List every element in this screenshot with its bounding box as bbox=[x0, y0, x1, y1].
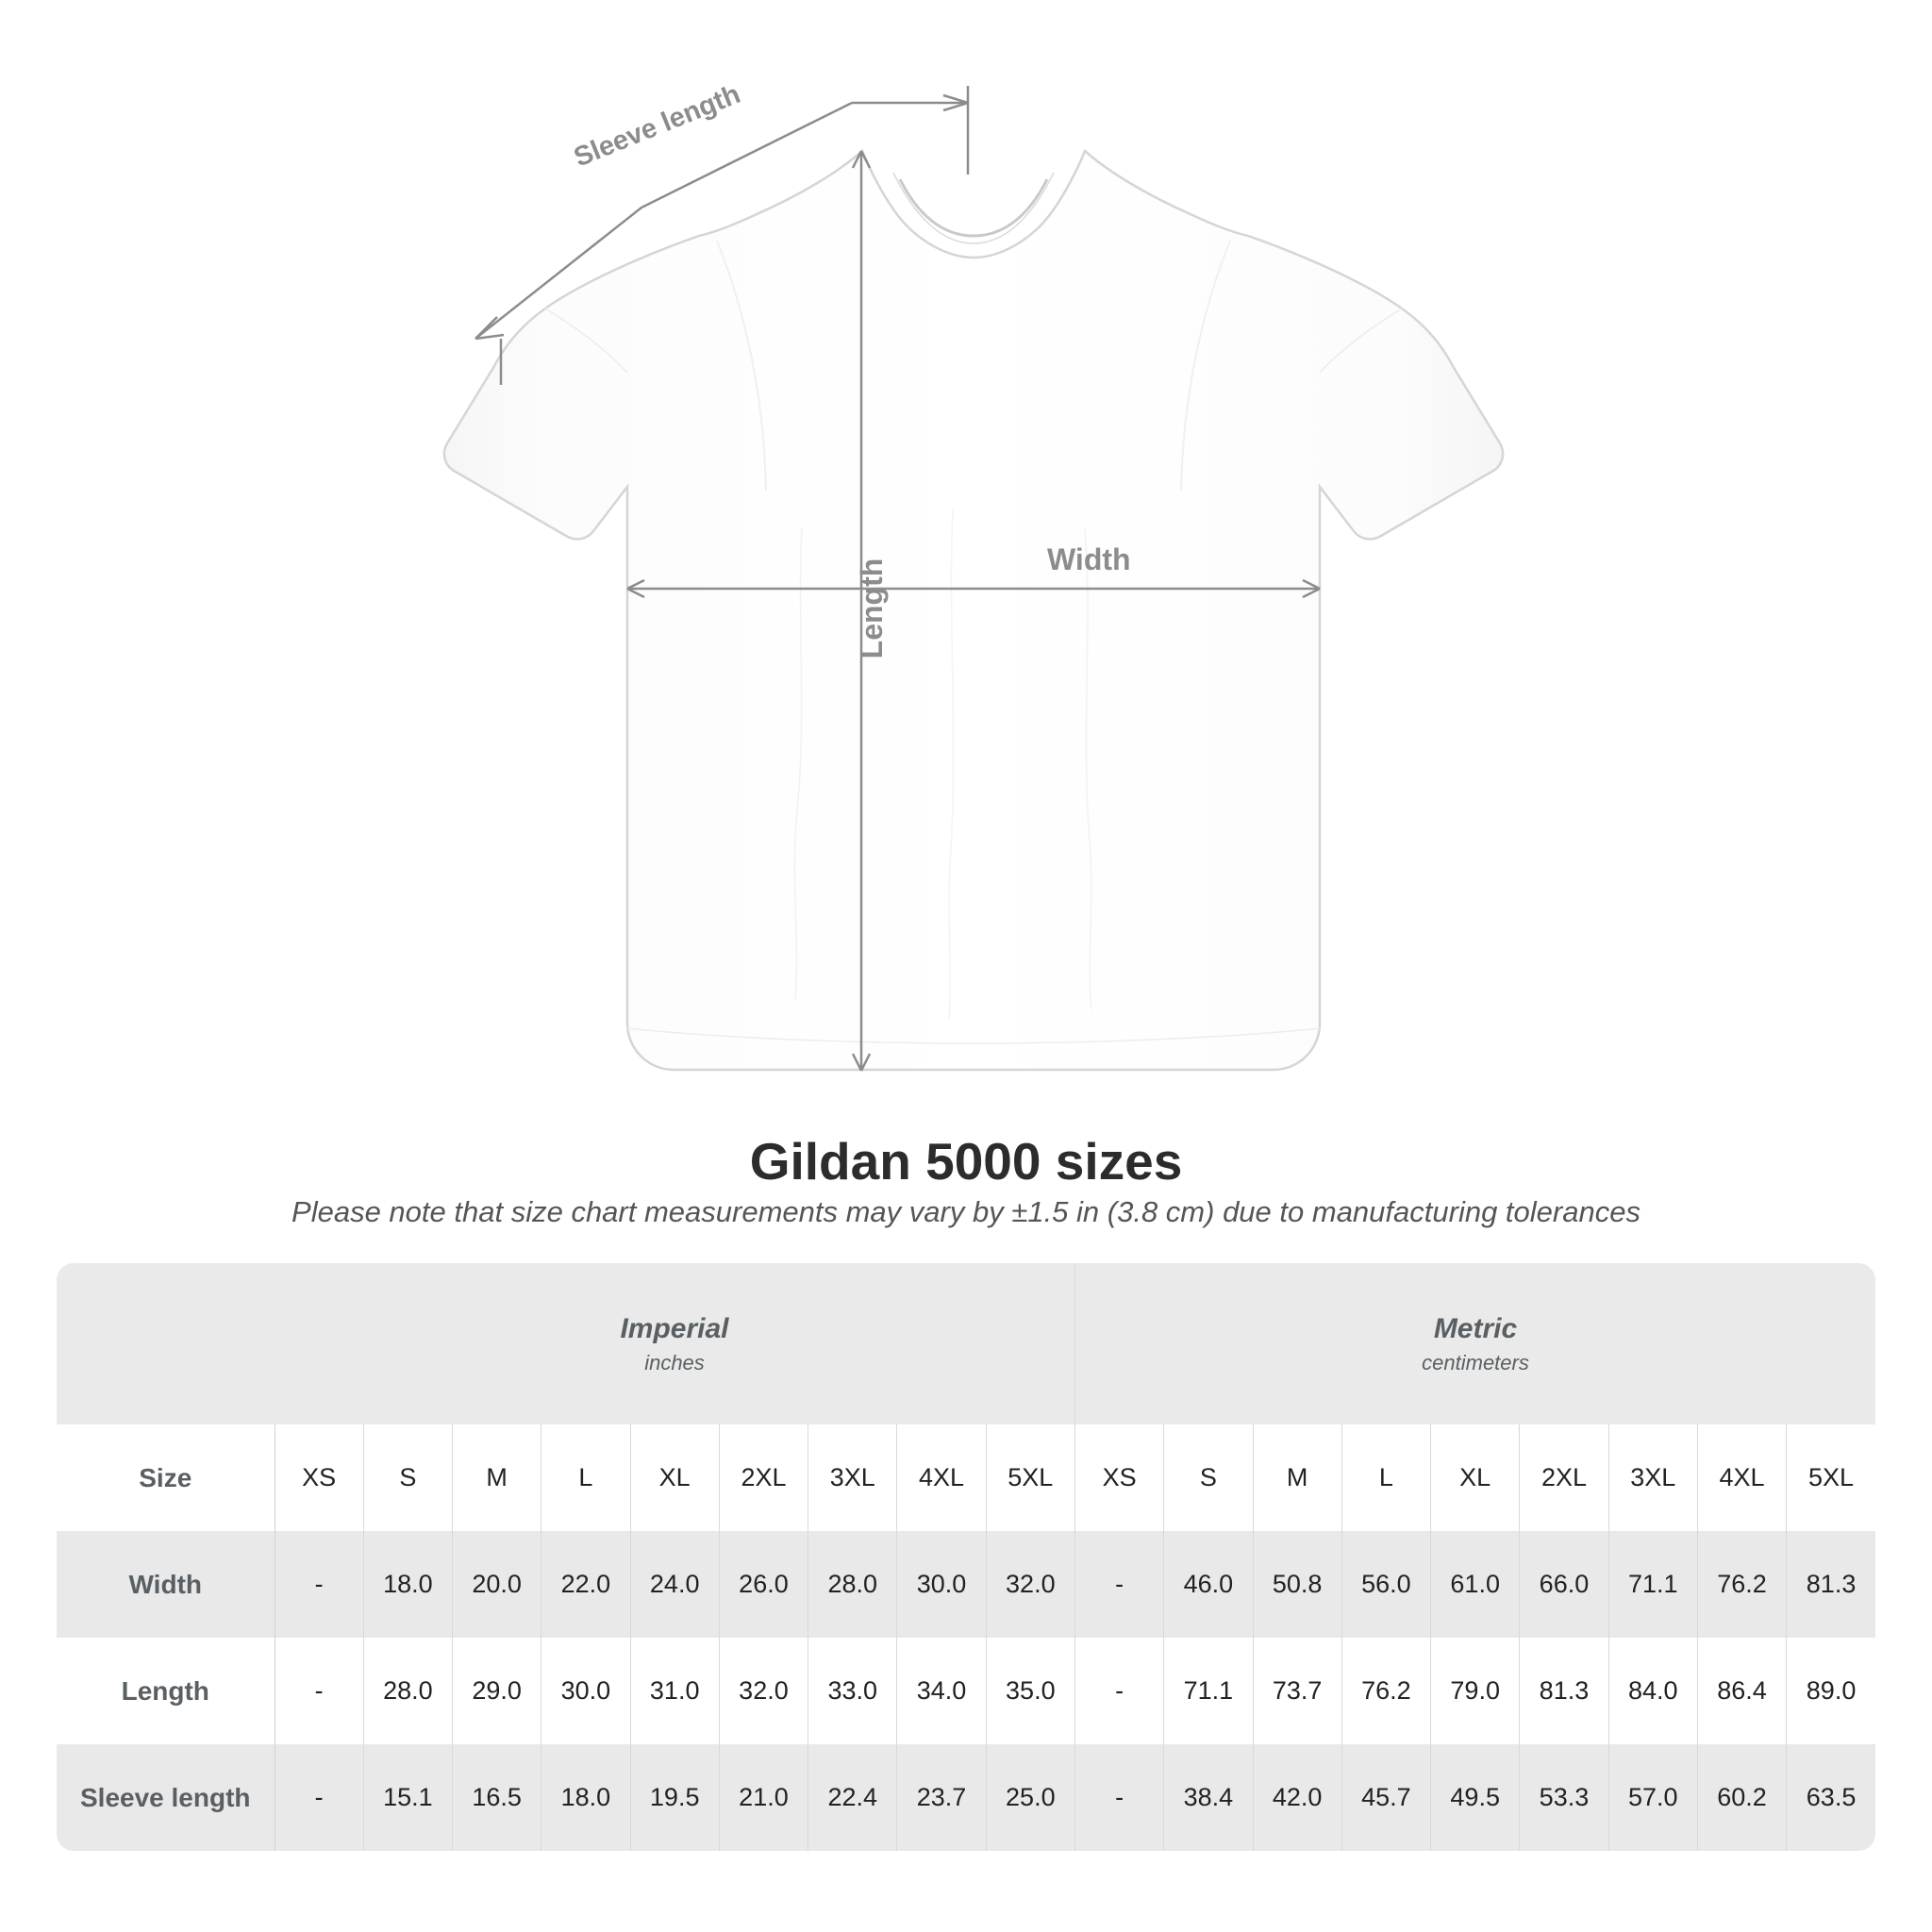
svg-text:Width: Width bbox=[1047, 542, 1131, 576]
svg-text:Length: Length bbox=[855, 558, 889, 659]
svg-text:Sleeve length: Sleeve length bbox=[570, 79, 744, 174]
